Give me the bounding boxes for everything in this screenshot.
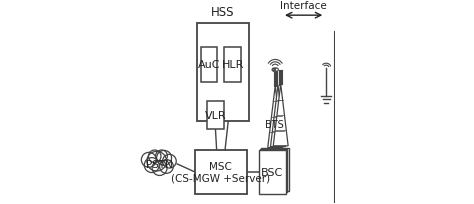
Circle shape (152, 161, 167, 176)
Circle shape (272, 69, 275, 72)
Bar (260, 149, 287, 192)
Polygon shape (271, 85, 285, 147)
Bar (195, 151, 247, 194)
Circle shape (148, 150, 161, 163)
Text: PSTN: PSTN (146, 159, 173, 169)
Text: VLR: VLR (205, 111, 226, 121)
Bar (207, 102, 224, 129)
Bar (224, 47, 241, 82)
Text: Interface: Interface (280, 1, 327, 11)
Text: BTS: BTS (265, 119, 283, 129)
Polygon shape (273, 85, 288, 146)
Circle shape (160, 160, 173, 173)
Circle shape (141, 153, 156, 167)
Text: HLR: HLR (221, 60, 244, 70)
Text: HSS: HSS (211, 6, 235, 19)
Circle shape (147, 152, 166, 171)
Circle shape (275, 69, 278, 72)
Bar (197, 24, 249, 121)
Circle shape (273, 69, 276, 72)
Circle shape (155, 150, 167, 162)
Text: MSC
(CS-MGW +Server): MSC (CS-MGW +Server) (171, 161, 270, 183)
Bar (201, 47, 218, 82)
Circle shape (163, 155, 176, 168)
Circle shape (156, 151, 172, 165)
Text: AuC: AuC (198, 60, 220, 70)
Circle shape (274, 69, 277, 72)
Circle shape (144, 158, 159, 173)
Bar (258, 151, 286, 194)
Text: BSC: BSC (261, 167, 283, 177)
Polygon shape (268, 86, 283, 148)
Bar (261, 148, 289, 191)
